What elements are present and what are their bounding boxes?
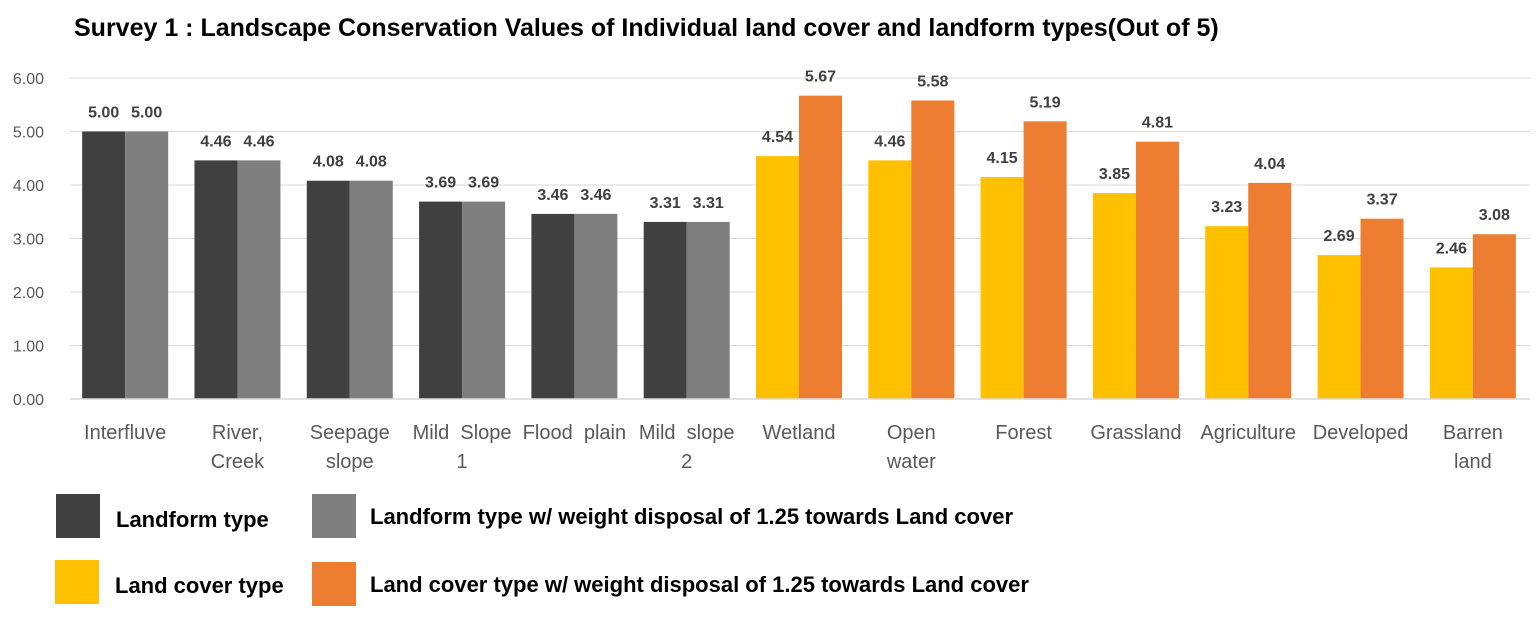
bar-barren-land-weighted bbox=[1472, 234, 1516, 399]
data-label: 4.08 bbox=[356, 154, 387, 171]
x-tick-label: Wetland bbox=[762, 422, 835, 444]
data-label: 5.00 bbox=[131, 105, 162, 122]
data-label: 3.08 bbox=[1479, 207, 1510, 224]
bar-agriculture-weighted bbox=[1248, 182, 1292, 399]
x-tick-label: water bbox=[886, 451, 936, 473]
data-label: 4.81 bbox=[1142, 115, 1173, 132]
x-tick-label: Developed bbox=[1313, 422, 1409, 444]
bar-interfluve-base bbox=[82, 131, 126, 399]
legend-swatch-landcover bbox=[55, 560, 99, 604]
x-tick-label: 2 bbox=[681, 451, 692, 473]
x-tick-label: slope bbox=[326, 451, 374, 473]
data-label: 4.04 bbox=[1254, 156, 1285, 173]
bar-mild-slope-2-base bbox=[643, 221, 687, 399]
x-tick-label: Mild slope bbox=[639, 422, 735, 444]
bar-seepage-slope-base bbox=[306, 180, 350, 399]
data-label: 3.69 bbox=[425, 175, 456, 192]
y-tick-label: 4.00 bbox=[13, 178, 44, 195]
data-label: 5.19 bbox=[1030, 94, 1061, 111]
bar-river-creek-base bbox=[194, 160, 238, 399]
x-tick-label: Seepage bbox=[310, 422, 390, 444]
x-tick-label: Interfluve bbox=[84, 422, 166, 444]
legend-swatch-landform bbox=[56, 494, 100, 538]
data-label: 5.58 bbox=[917, 73, 948, 90]
bars bbox=[82, 95, 1516, 400]
x-tick-label: Barren bbox=[1443, 422, 1503, 444]
y-axis-ticks: 0.00 1.00 2.00 3.00 4.00 5.00 6.00 bbox=[13, 71, 44, 409]
data-label: 4.08 bbox=[313, 154, 344, 171]
bar-flood-plain-base bbox=[531, 213, 575, 399]
y-tick-label: 1.00 bbox=[13, 339, 44, 356]
data-label: 3.23 bbox=[1211, 199, 1242, 216]
data-label: 3.85 bbox=[1099, 166, 1130, 183]
y-tick-label: 5.00 bbox=[13, 125, 44, 142]
y-tick-label: 6.00 bbox=[13, 71, 44, 88]
chart-title: Survey 1 : Landscape Conservation Values… bbox=[74, 14, 1219, 42]
x-tick-label: Flood plain bbox=[523, 422, 626, 444]
data-label: 3.37 bbox=[1366, 192, 1397, 209]
bar-flood-plain-weighted bbox=[574, 213, 618, 399]
data-label: 5.67 bbox=[805, 69, 836, 86]
legend-label-landform-weighted: Landform type w/ weight disposal of 1.25… bbox=[370, 504, 1014, 529]
data-label: 4.15 bbox=[987, 150, 1018, 167]
bar-grassland-base bbox=[1092, 193, 1136, 399]
bar-open-water-weighted bbox=[911, 100, 955, 399]
bar-mild-slope-1-base bbox=[419, 201, 463, 399]
bar-grassland-weighted bbox=[1135, 141, 1179, 400]
y-tick-label: 2.00 bbox=[13, 285, 44, 302]
y-tick-label: 3.00 bbox=[13, 232, 44, 249]
bar-agriculture-base bbox=[1205, 226, 1249, 399]
data-label: 3.46 bbox=[537, 187, 568, 204]
legend-swatch-landform-weighted bbox=[312, 494, 356, 538]
bar-open-water-base bbox=[868, 160, 912, 399]
x-axis-categories: Interfluve River, Creek Seepage slope Mild Sl… bbox=[84, 422, 1503, 473]
data-label: 3.46 bbox=[580, 187, 611, 204]
data-label: 3.31 bbox=[693, 195, 724, 212]
bar-forest-base bbox=[980, 176, 1024, 399]
data-label: 4.46 bbox=[243, 133, 274, 150]
data-label: 3.69 bbox=[468, 175, 499, 192]
bar-seepage-slope-weighted bbox=[349, 180, 393, 399]
data-label: 5.00 bbox=[88, 105, 119, 122]
x-tick-label: Open bbox=[887, 422, 936, 444]
data-label: 4.46 bbox=[874, 133, 905, 150]
bar-mild-slope-2-weighted bbox=[686, 221, 730, 399]
bar-forest-weighted bbox=[1023, 121, 1067, 400]
legend-label-landform: Landform type bbox=[116, 507, 269, 532]
data-label: 4.54 bbox=[762, 129, 793, 146]
bar-wetland-base bbox=[756, 156, 799, 399]
legend-label-landcover-weighted: Land cover type w/ weight disposal of 1.… bbox=[370, 572, 1029, 597]
bar-developed-base bbox=[1317, 255, 1361, 399]
x-tick-label: Agriculture bbox=[1200, 422, 1296, 444]
x-tick-label: Forest bbox=[995, 422, 1052, 444]
bar-mild-slope-1-weighted bbox=[462, 201, 506, 399]
data-label: 2.46 bbox=[1436, 240, 1467, 257]
legend-label-landcover: Land cover type bbox=[115, 573, 284, 598]
bar-wetland-weighted bbox=[799, 95, 842, 399]
data-label: 2.69 bbox=[1323, 228, 1354, 245]
data-label: 4.46 bbox=[200, 133, 231, 150]
bar-interfluve-weighted bbox=[125, 131, 169, 399]
x-tick-label: 1 bbox=[457, 451, 468, 473]
legend-swatch-landcover-weighted bbox=[312, 562, 356, 606]
x-tick-label: Mild Slope bbox=[413, 422, 512, 444]
bar-developed-weighted bbox=[1360, 218, 1404, 399]
y-tick-label: 0.00 bbox=[13, 392, 44, 409]
bar-river-creek-weighted bbox=[237, 160, 281, 399]
data-label: 3.31 bbox=[650, 195, 681, 212]
x-tick-label: Creek bbox=[211, 451, 265, 473]
data-labels: 5.00 5.00 4.46 4.46 4.08 4.08 3.69 3.69 3.46 3.46… bbox=[88, 69, 1510, 258]
x-tick-label: River, bbox=[212, 422, 263, 444]
x-tick-label: Grassland bbox=[1090, 422, 1181, 444]
bar-barren-land-base bbox=[1429, 267, 1473, 399]
x-tick-label: land bbox=[1454, 451, 1492, 473]
